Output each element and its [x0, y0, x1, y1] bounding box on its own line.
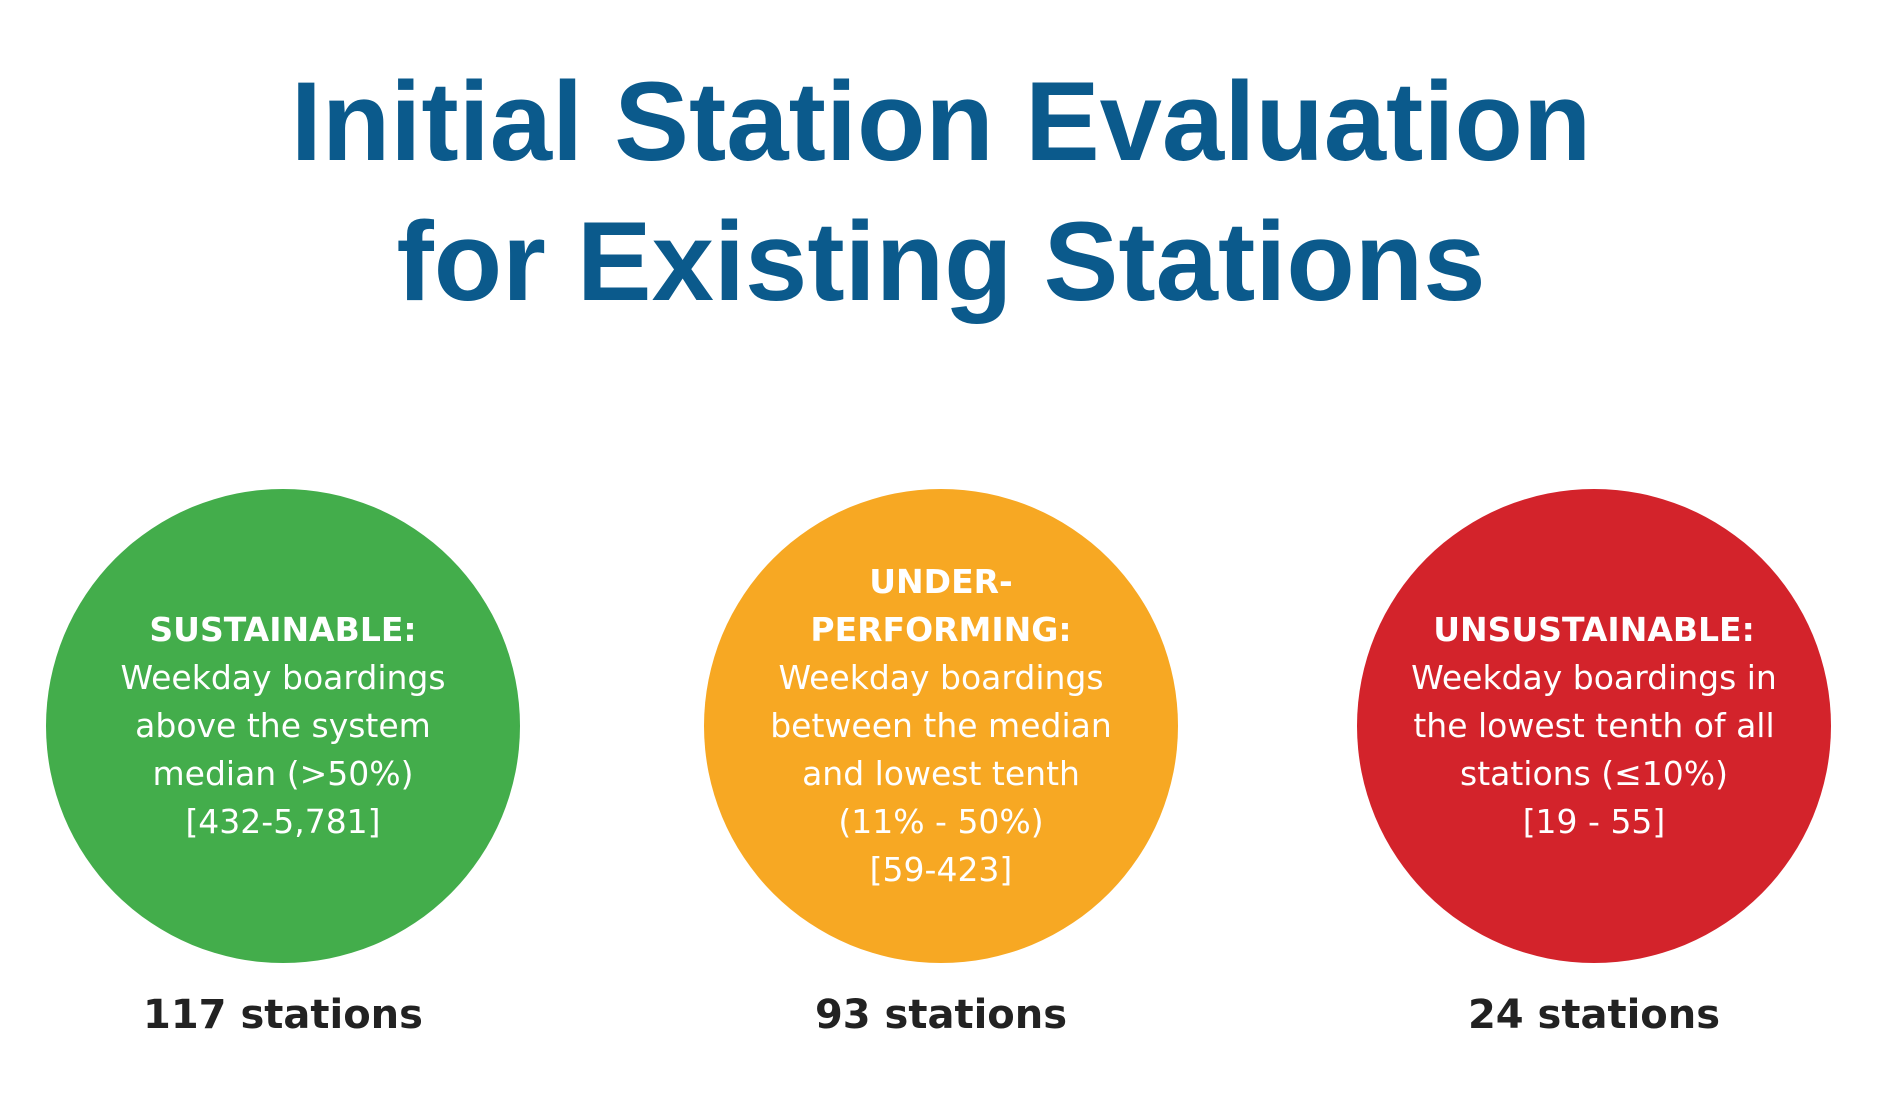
category-heading: SUSTAINABLE: [149, 610, 417, 649]
category-description: and lowest tenth [802, 754, 1080, 793]
category-circle: SUSTAINABLE: Weekday boardings above the s… [46, 489, 520, 963]
category-description: Weekday boardings in [1411, 658, 1777, 697]
category-heading: UNSUSTAINABLE: [1433, 610, 1755, 649]
category-description: stations (≤10%) [1460, 754, 1728, 793]
station-count: 24 stations [1467, 992, 1721, 1038]
boarding-range: [432-5,781] [185, 802, 381, 841]
title: Initial Station Evaluation for Existing S… [0, 52, 1882, 332]
station-count: 117 stations [143, 992, 423, 1038]
title-line: for Existing Stations [396, 199, 1486, 324]
boarding-range: [59-423] [869, 850, 1013, 889]
station-count: 93 stations [814, 992, 1068, 1038]
title-line: Initial Station Evaluation [290, 59, 1592, 184]
category-description: the lowest tenth of all [1413, 706, 1775, 745]
category-circle: UNDER- PERFORMING: Weekday boardings betwee… [704, 489, 1178, 963]
category-description: Weekday boardings [120, 658, 446, 697]
category-circle: UNSUSTAINABLE: Weekday boardings in the lo… [1357, 489, 1831, 963]
category-description: Weekday boardings [778, 658, 1104, 697]
category-description: between the median [770, 706, 1112, 745]
category-description: median (>50%) [152, 754, 414, 793]
category-heading: UNDER- [869, 562, 1013, 601]
category-heading: PERFORMING: [810, 610, 1072, 649]
boarding-range: [19 - 55] [1522, 802, 1666, 841]
category-description: above the system [135, 706, 431, 745]
category-description: (11% - 50%) [838, 802, 1044, 841]
